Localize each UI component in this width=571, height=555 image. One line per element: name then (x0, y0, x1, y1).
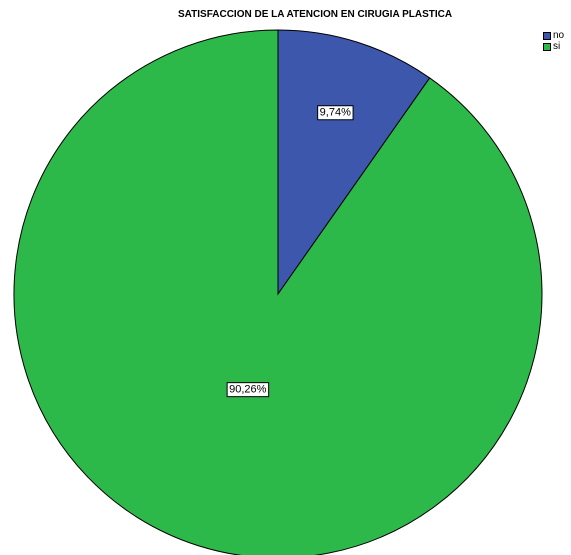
pie-label-si: 90,26% (226, 382, 270, 398)
legend-swatch-si (543, 42, 551, 51)
chart-title: SATISFACCION DE LA ATENCION EN CIRUGIA P… (178, 9, 453, 20)
pie-label-no: 9,74% (317, 105, 354, 121)
pie-slice-si (13, 29, 543, 555)
legend-label-no: no (553, 30, 565, 41)
pie-slice-no (277, 29, 431, 296)
legend-label-si: si (553, 41, 561, 52)
svg-text:90,26%: 90,26% (229, 384, 267, 396)
legend: no si (543, 30, 564, 52)
legend-swatch-no (543, 31, 551, 40)
legend-item-si: si (543, 41, 564, 52)
svg-text:9,74%: 9,74% (320, 107, 351, 119)
legend-item-no: no (543, 30, 564, 41)
